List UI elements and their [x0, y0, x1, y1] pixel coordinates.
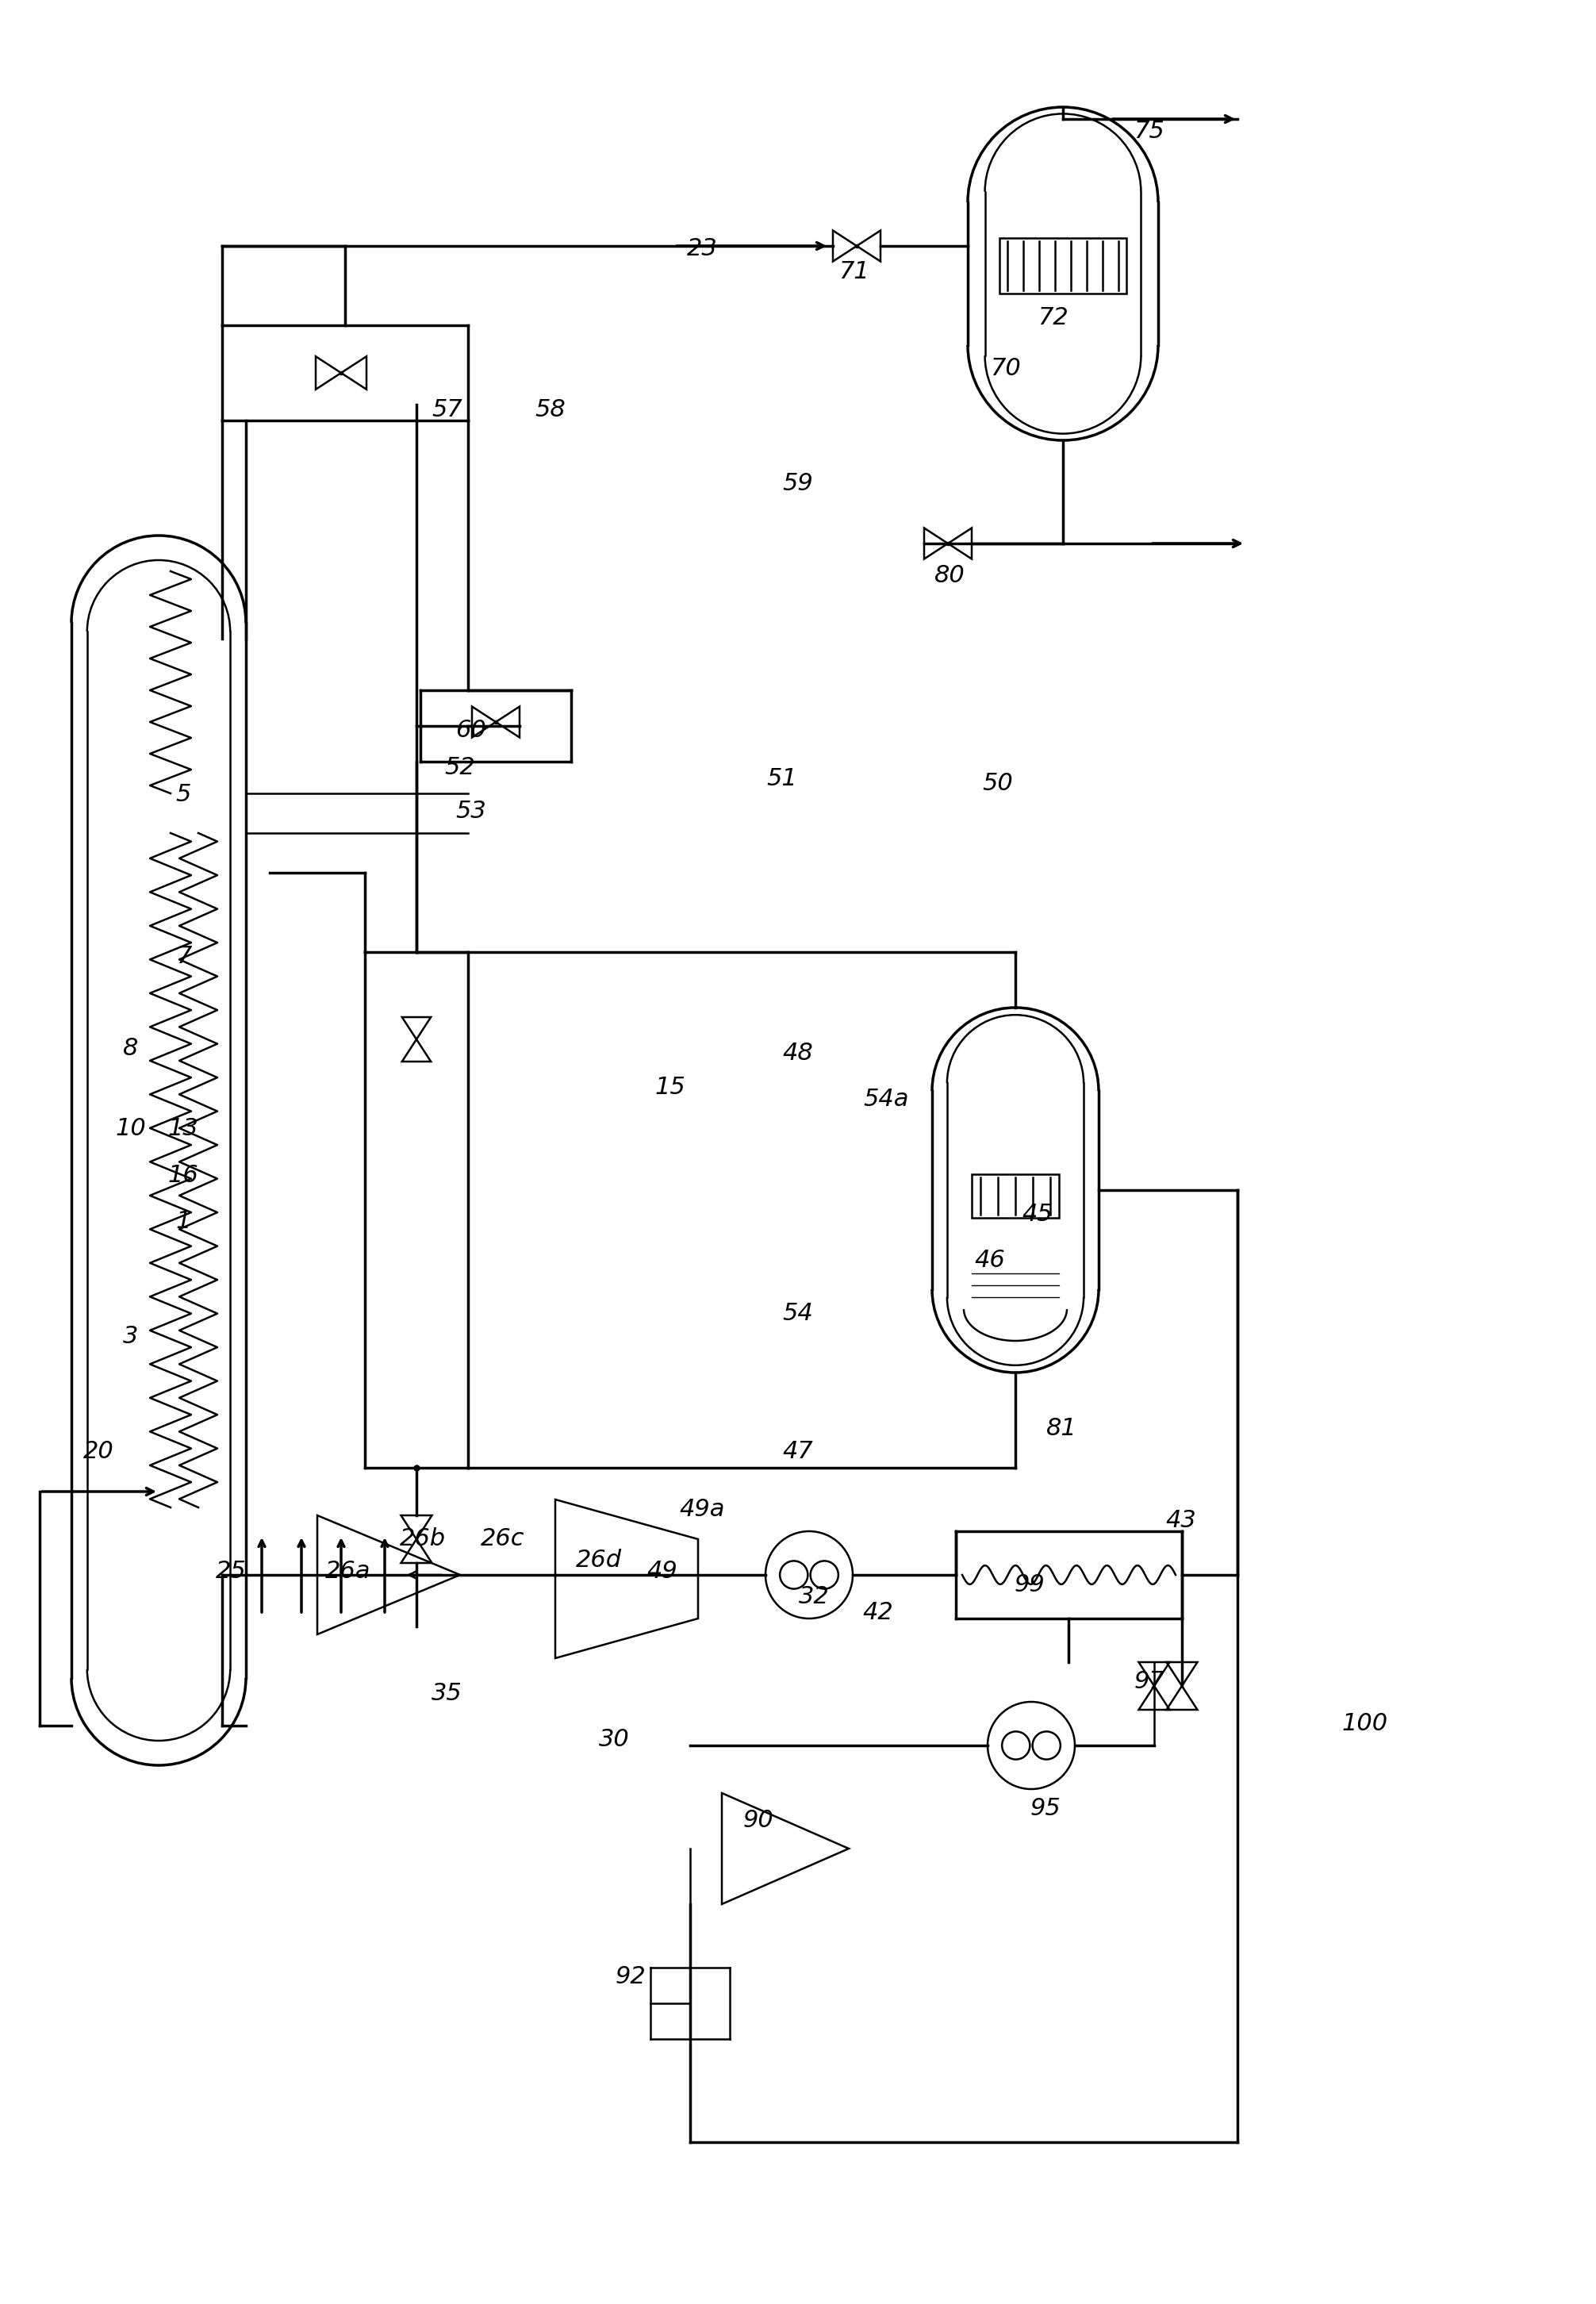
Text: 75: 75 [1133, 120, 1165, 143]
Text: 16: 16 [168, 1164, 200, 1187]
Text: 70: 70 [990, 357, 1021, 380]
Text: 47: 47 [782, 1440, 814, 1463]
Text: 43: 43 [1165, 1509, 1197, 1532]
Text: 10: 10 [115, 1117, 147, 1140]
Text: 72: 72 [1037, 306, 1069, 329]
Text: 45: 45 [1021, 1203, 1053, 1226]
Text: 60: 60 [455, 719, 487, 742]
Text: 99: 99 [1013, 1574, 1045, 1597]
Text: 26c: 26c [480, 1528, 525, 1551]
Text: 54: 54 [782, 1302, 814, 1325]
Text: 81: 81 [1045, 1417, 1077, 1440]
Text: 3: 3 [123, 1325, 139, 1348]
Text: 26d: 26d [576, 1548, 621, 1571]
Text: 80: 80 [934, 564, 966, 588]
Text: 26b: 26b [401, 1528, 445, 1551]
Text: 1: 1 [176, 1210, 192, 1233]
Text: 51: 51 [766, 767, 798, 790]
Text: 52: 52 [444, 756, 476, 779]
Text: 90: 90 [742, 1809, 774, 1832]
Text: 50: 50 [982, 772, 1013, 795]
Text: 49a: 49a [680, 1498, 725, 1521]
Text: 71: 71 [838, 260, 870, 283]
Text: 92: 92 [614, 1965, 646, 1988]
Text: 42: 42 [862, 1601, 894, 1624]
Text: 97: 97 [1133, 1670, 1165, 1693]
Text: 7: 7 [176, 945, 192, 968]
Text: 100: 100 [1342, 1712, 1387, 1735]
Text: 48: 48 [782, 1041, 814, 1064]
Text: 20: 20 [83, 1440, 115, 1463]
Text: 59: 59 [782, 472, 814, 495]
Text: 8: 8 [123, 1037, 139, 1060]
Bar [999, 237, 1127, 293]
Text: 25: 25 [215, 1560, 247, 1583]
Text: 57: 57 [431, 399, 463, 422]
Bar [972, 1175, 1060, 1219]
Text: 53: 53 [455, 799, 487, 823]
Text: 58: 58 [535, 399, 567, 422]
Text: 5: 5 [176, 783, 192, 806]
Text: 35: 35 [431, 1682, 463, 1705]
Text: 49: 49 [646, 1560, 678, 1583]
Text: 54a: 54a [863, 1087, 908, 1111]
Text: 95: 95 [1029, 1797, 1061, 1820]
Text: 15: 15 [654, 1076, 686, 1099]
Text: 13: 13 [168, 1117, 200, 1140]
Text: 30: 30 [598, 1728, 630, 1751]
Text: 46: 46 [974, 1249, 1005, 1272]
Text: 26a: 26a [326, 1560, 370, 1583]
Text: 23: 23 [686, 237, 718, 260]
Text: 32: 32 [798, 1585, 830, 1608]
